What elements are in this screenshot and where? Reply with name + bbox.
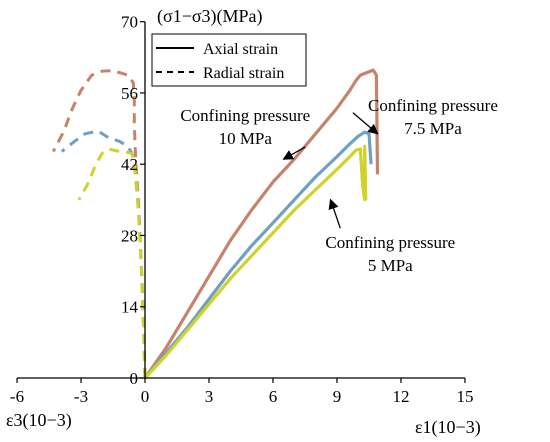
legend-box [151,33,307,87]
axes-layer [17,21,465,379]
series-radial-line [60,129,147,379]
x-tick-label: -3 [74,387,88,406]
legend-label-axial: Axial strain [203,41,278,58]
annotation-arrow [352,112,379,135]
legend: Axial strain Radial strain [151,33,307,87]
annotation-line: 5 MPa [368,256,413,275]
y-tick-label: 42 [121,155,138,174]
x-axis-label-axial: ε1(10−3) [415,417,481,438]
series-axial-line [143,130,373,380]
y-tick-label: 14 [121,298,139,317]
x-tick-label: 6 [269,387,278,406]
y-tick-label: 0 [130,369,139,388]
x-axis-label-radial: ε3(10−3) [6,410,72,431]
y-tick-label: 28 [121,226,138,245]
annotation-line: 10 MPa [219,129,273,148]
annotation-line: Confining pressure [368,96,498,115]
ticks-layer: -6 -3 0 3 6 9 12 15 0 14 28 42 56 70 [10,13,474,406]
series-layer [51,68,380,380]
x-tick-label: 9 [333,387,342,406]
annotation-cp5: Confining pressure 5 MPa [325,233,455,275]
annotation-line: Confining pressure [180,106,310,125]
annotation-arrow [328,198,341,229]
series-axial-line [143,68,380,379]
annotation-cp75: Confining pressure 7.5 MPa [368,96,498,138]
legend-label-radial: Radial strain [203,65,284,82]
series-axial-line [143,144,368,380]
x-tick-label: 12 [392,387,409,406]
annotation-cp10: Confining pressure 10 MPa [180,106,310,148]
annotation-arrow [282,146,306,160]
x-tick-label: 0 [141,387,150,406]
annotation-line: Confining pressure [325,233,455,252]
x-tick-label: -6 [10,387,24,406]
y-tick-label: 70 [121,13,138,32]
x-tick-label: 3 [205,387,214,406]
y-axis-label: (σ1−σ3)(MPa) [157,6,263,27]
annotation-line: 7.5 MPa [404,119,462,138]
x-tick-label: 15 [456,387,473,406]
series-radial-line [77,147,147,379]
series-radial-line [51,69,147,379]
y-tick-label: 56 [121,84,138,103]
